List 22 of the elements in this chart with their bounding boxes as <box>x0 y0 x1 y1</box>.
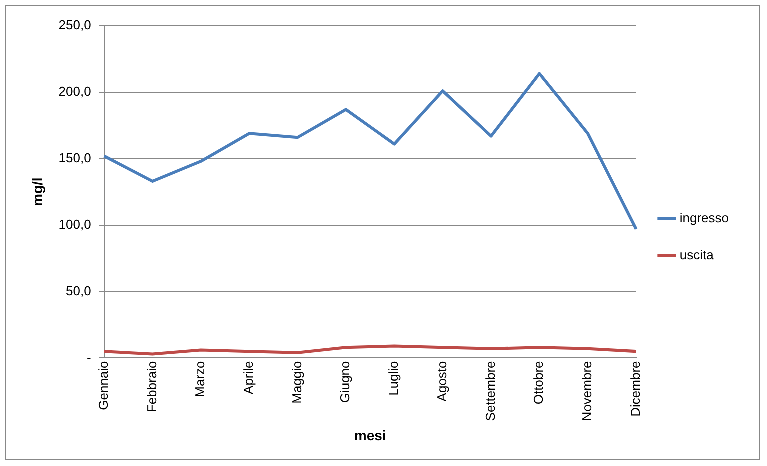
x-tick-label: Gennaio <box>96 361 111 410</box>
x-tick-label: Dicembre <box>628 361 643 417</box>
y-tick-label: 250,0 <box>58 18 92 33</box>
x-tick-label: Aprile <box>241 361 256 394</box>
legend-label: ingresso <box>680 210 730 226</box>
x-tick-label: Marzo <box>192 361 208 398</box>
x-tick-label: Giugno <box>338 361 353 404</box>
x-tick-label: Luglio <box>386 361 402 396</box>
y-tick-label: - <box>86 350 92 365</box>
y-tick-label: 150,0 <box>58 150 92 166</box>
x-tick-label: Febbraio <box>144 361 160 413</box>
x-axis-title: mesi <box>354 427 386 444</box>
x-tick-label: Ottobre <box>531 361 546 405</box>
y-axis-title: mg/l <box>29 178 46 207</box>
x-tick-label: Maggio <box>289 361 304 404</box>
y-tick-label: 50,0 <box>66 283 92 298</box>
x-tick-label: Agosto <box>434 361 450 402</box>
legend-label: uscita <box>680 248 715 263</box>
x-tick-label: Novembre <box>580 361 595 422</box>
y-tick-label: 200,0 <box>58 84 92 100</box>
x-tick-label: Settembre <box>482 361 498 422</box>
y-tick-label: 100,0 <box>58 216 92 232</box>
